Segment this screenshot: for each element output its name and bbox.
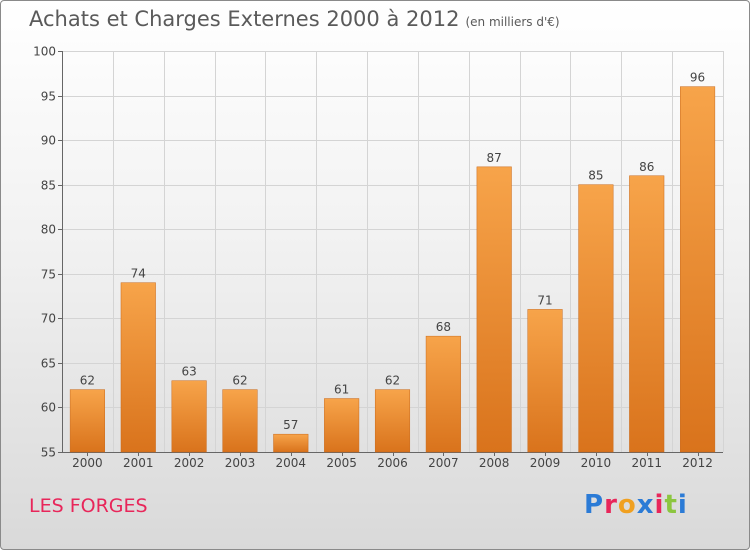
chart-title-text: Achats et Charges Externes 2000 à 2012	[29, 7, 460, 31]
axes	[58, 51, 723, 456]
value-label-2011: 86	[639, 160, 654, 174]
y-tick-label-90: 90	[41, 134, 56, 148]
logo-letter: x	[636, 490, 655, 520]
x-tick-label-2012: 2012	[682, 456, 713, 470]
y-tick-label-95: 95	[41, 90, 56, 104]
bar-2003	[222, 389, 258, 453]
x-tick-label-2000: 2000	[72, 456, 103, 470]
commune-name: LES FORGES	[29, 495, 148, 517]
bar-2006	[374, 389, 411, 453]
logo-letter: i	[654, 490, 665, 520]
y-tick-label-55: 55	[41, 446, 56, 460]
value-label-2006: 62	[385, 374, 400, 388]
x-tick-label-2002: 2002	[174, 456, 205, 470]
y-tick-label-70: 70	[41, 312, 56, 326]
bar-2008	[476, 166, 512, 453]
bar-2001	[120, 282, 156, 453]
y-tick-label-80: 80	[41, 223, 56, 237]
bar-2000	[69, 389, 105, 453]
y-tick-label-85: 85	[41, 179, 56, 193]
value-label-2003: 62	[232, 374, 247, 388]
bar-2004	[273, 433, 309, 453]
x-tick-label-2008: 2008	[479, 456, 510, 470]
bar-2005	[324, 398, 360, 453]
value-label-2004: 57	[283, 418, 298, 432]
bar-2007	[425, 335, 461, 453]
bar-2012	[680, 86, 716, 453]
x-tick-label-2003: 2003	[225, 456, 256, 470]
bar-2011	[629, 175, 665, 453]
value-label-2001: 74	[131, 267, 146, 281]
value-label-2010: 85	[588, 169, 603, 183]
value-label-2012: 96	[690, 71, 705, 85]
y-tick-label-100: 100	[33, 45, 56, 59]
y-tick-label-60: 60	[41, 401, 56, 415]
x-tick-label-2009: 2009	[530, 456, 561, 470]
y-tick-label-65: 65	[41, 357, 56, 371]
value-label-2009: 71	[537, 293, 552, 307]
logo-letter: i	[677, 490, 688, 520]
value-label-2002: 63	[181, 365, 196, 379]
logo-letter: r	[604, 490, 618, 520]
value-label-2007: 68	[436, 320, 451, 334]
chart-title: Achats et Charges Externes 2000 à 2012 (e…	[29, 7, 560, 31]
chart-subtitle: (en milliers d'€)	[465, 15, 560, 29]
bar-2010	[578, 184, 614, 453]
logo-letter: t	[664, 490, 678, 520]
labels: 55 60 65 70 75 80 85 90 95 100 62 2000 74 2001 63 2002 6…	[33, 45, 713, 471]
x-tick-label-2007: 2007	[428, 456, 459, 470]
bars	[69, 86, 716, 453]
x-tick-label-2006: 2006	[377, 456, 408, 470]
proxiti-logo[interactable]: Proxiti	[584, 490, 688, 520]
bar-2009	[527, 309, 563, 453]
y-tick-label-75: 75	[41, 268, 56, 282]
value-label-2005: 61	[334, 383, 349, 397]
logo-letter: o	[617, 490, 637, 520]
value-label-2000: 62	[80, 374, 95, 388]
x-tick-label-2011: 2011	[631, 456, 662, 470]
bar-2002	[171, 380, 207, 453]
logo-letter: P	[584, 490, 605, 520]
x-tick-label-2001: 2001	[123, 456, 154, 470]
x-tick-label-2005: 2005	[326, 456, 357, 470]
value-label-2008: 87	[487, 151, 502, 165]
x-tick-label-2010: 2010	[581, 456, 612, 470]
x-tick-label-2004: 2004	[276, 456, 307, 470]
